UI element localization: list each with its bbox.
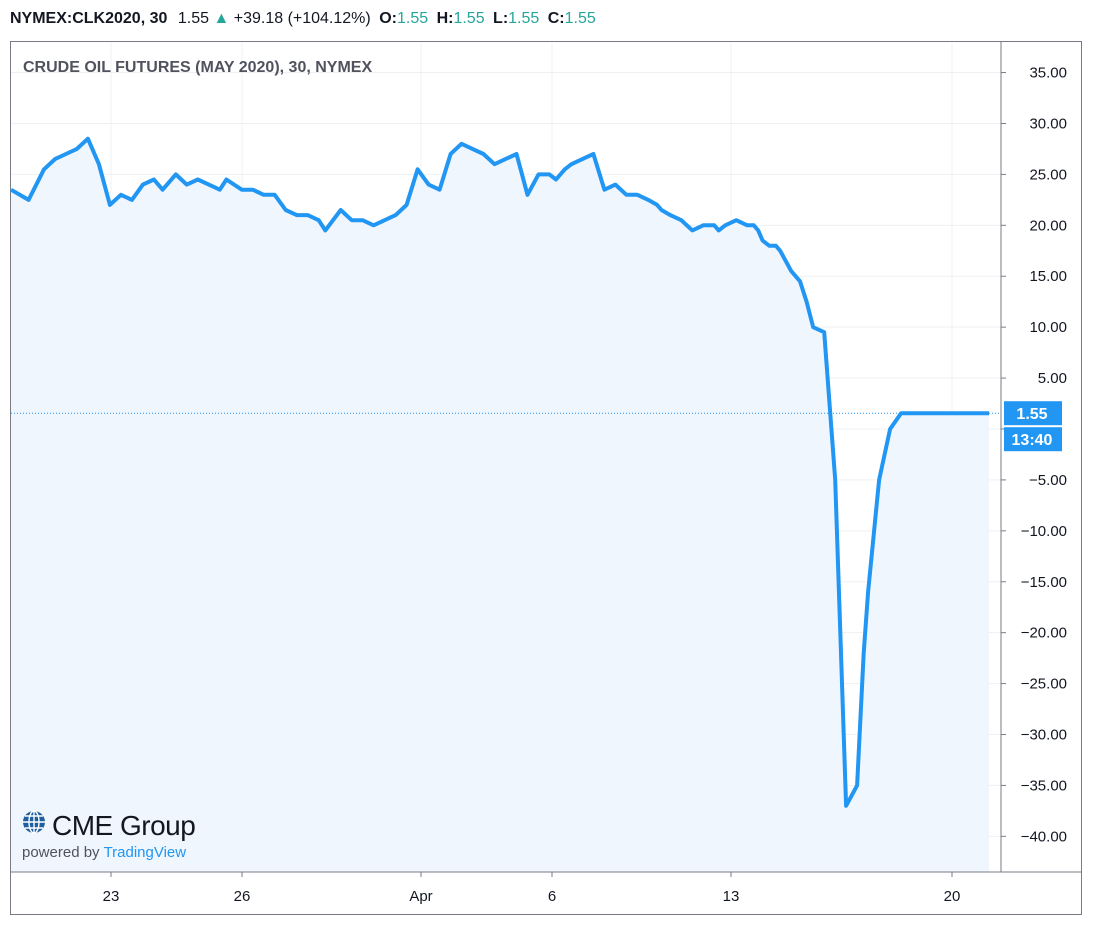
y-tick-label: 30.00 (1029, 115, 1067, 132)
logo-text: CME Group (52, 810, 196, 841)
y-tick-label: −40.00 (1021, 828, 1067, 845)
close-value: 1.55 (564, 10, 596, 27)
low-value: 1.55 (508, 10, 540, 27)
x-tick-label: 23 (103, 888, 120, 905)
powered-by-text: powered by (22, 844, 100, 861)
x-tick-label: Apr (409, 888, 432, 905)
x-tick-label: 20 (944, 888, 961, 905)
chart-title: CRUDE OIL FUTURES (MAY 2020), 30, NYMEX (23, 59, 373, 76)
countdown-label: 13:40 (1012, 432, 1053, 449)
cme-logo[interactable]: CME Group powered by TradingView (22, 810, 196, 861)
y-tick-label: −15.00 (1021, 574, 1067, 591)
y-tick-label: 15.00 (1029, 268, 1067, 285)
tradingview-link[interactable]: TradingView (103, 844, 187, 861)
y-tick-label: 10.00 (1029, 319, 1067, 336)
price-change: +39.18 (+104.12%) (233, 10, 371, 27)
up-arrow-icon: ▲ (213, 10, 230, 27)
x-tick-label: 13 (723, 888, 740, 905)
close-label: C: (547, 10, 565, 27)
y-tick-label: −10.00 (1021, 523, 1067, 540)
globe-icon (22, 810, 46, 838)
y-tick-label: −5.00 (1029, 472, 1067, 489)
time-axis: 23 26 Apr 6 13 20 (103, 872, 961, 905)
y-tick-label: −30.00 (1021, 727, 1067, 744)
y-tick-label: −35.00 (1021, 777, 1067, 794)
open-value: 1.55 (396, 10, 429, 27)
price-labels: 1.55 13:40 (1004, 401, 1062, 452)
y-tick-label: 35.00 (1029, 65, 1067, 82)
last-price-label: 1.55 (1016, 406, 1047, 423)
symbol-name: NYMEX:CLK2020, 30 (10, 10, 168, 27)
price-axis: 35.00 30.00 25.00 20.00 15.00 10.00 5.00 −5.00 −… (1001, 65, 1067, 845)
y-tick-label: −20.00 (1021, 625, 1067, 642)
x-tick-label: 26 (234, 888, 251, 905)
open-label: O: (379, 10, 397, 27)
chart-frame (10, 41, 1082, 915)
high-label: H: (436, 10, 454, 27)
y-tick-label: 5.00 (1038, 370, 1067, 387)
y-tick-label: 20.00 (1029, 217, 1067, 234)
low-label: L: (493, 10, 509, 27)
x-tick-label: 6 (548, 888, 556, 905)
price-area-fill (11, 138, 989, 872)
y-tick-label: −25.00 (1021, 676, 1067, 693)
price-series-line (9, 136, 989, 808)
high-value: 1.55 (453, 10, 485, 27)
last-price-label-bg (1004, 401, 1062, 426)
last-price: 1.55 (177, 10, 209, 27)
symbol-header: NYMEX:CLK2020, 30 1.55 ▲ +39.18 (+104.12… (10, 10, 596, 28)
countdown-label-bg (1004, 427, 1062, 452)
y-tick-label: 25.00 (1029, 166, 1067, 183)
